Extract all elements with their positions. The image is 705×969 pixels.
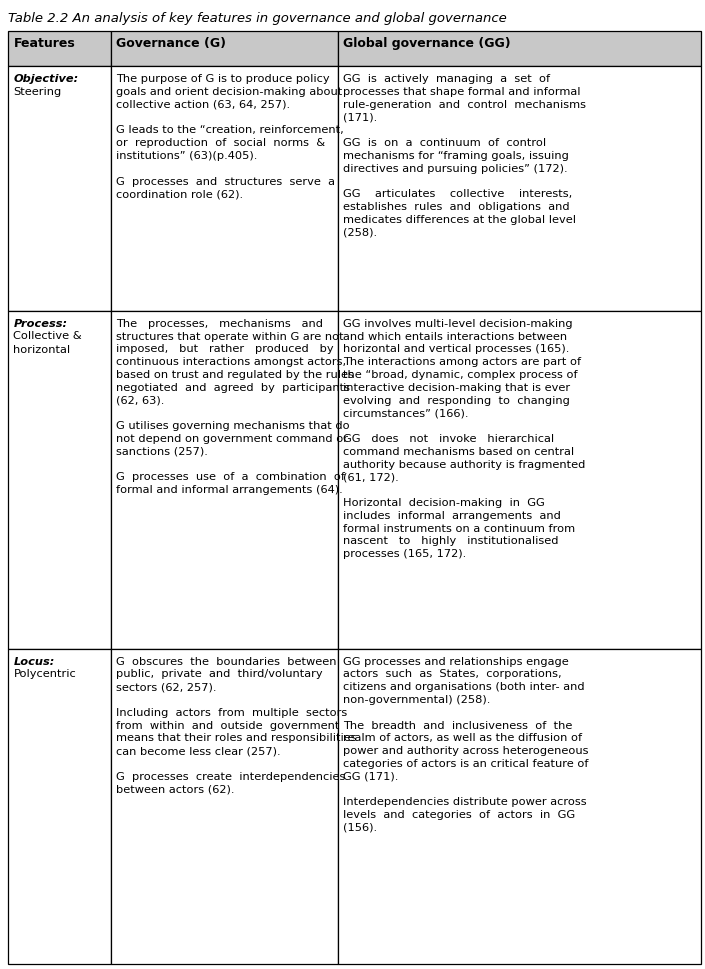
Bar [8, 649, 111, 964]
Bar [8, 311, 111, 649]
Text: GG processes and relationships engage
actors  such  as  States,  corporations,
c: GG processes and relationships engage ac… [343, 657, 589, 833]
Text: Table 2.2 An analysis of key features in governance and global governance: Table 2.2 An analysis of key features in… [8, 12, 507, 24]
Bar [8, 31, 111, 67]
Text: Features: Features [13, 37, 75, 49]
Text: GG involves multi-level decision-making
and which entails interactions between
h: GG involves multi-level decision-making … [343, 319, 586, 559]
Text: Steering: Steering [13, 87, 61, 97]
Text: Process:: Process: [13, 319, 68, 328]
Text: G  obscures  the  boundaries  between
public,  private  and  third/voluntary
sec: G obscures the boundaries between public… [116, 657, 357, 795]
Text: The   processes,   mechanisms   and
structures that operate within G are not
imp: The processes, mechanisms and structures… [116, 319, 354, 495]
Text: Collective &
horizontal: Collective & horizontal [13, 331, 82, 355]
Bar [8, 67, 111, 311]
Bar [111, 31, 338, 67]
Bar [338, 649, 701, 964]
Bar [111, 311, 338, 649]
Text: Locus:: Locus: [13, 657, 55, 667]
Text: Governance (G): Governance (G) [116, 37, 226, 49]
Text: Polycentric: Polycentric [13, 670, 76, 679]
Bar [111, 67, 338, 311]
Bar [338, 311, 701, 649]
Text: Objective:: Objective: [13, 75, 78, 84]
Text: The purpose of G is to produce policy
goals and orient decision-making about
col: The purpose of G is to produce policy go… [116, 75, 344, 200]
Bar [338, 67, 701, 311]
Bar [111, 649, 338, 964]
Text: Global governance (GG): Global governance (GG) [343, 37, 511, 49]
Bar [338, 31, 701, 67]
Text: GG  is  actively  managing  a  set  of
processes that shape formal and informal
: GG is actively managing a set of process… [343, 75, 587, 237]
